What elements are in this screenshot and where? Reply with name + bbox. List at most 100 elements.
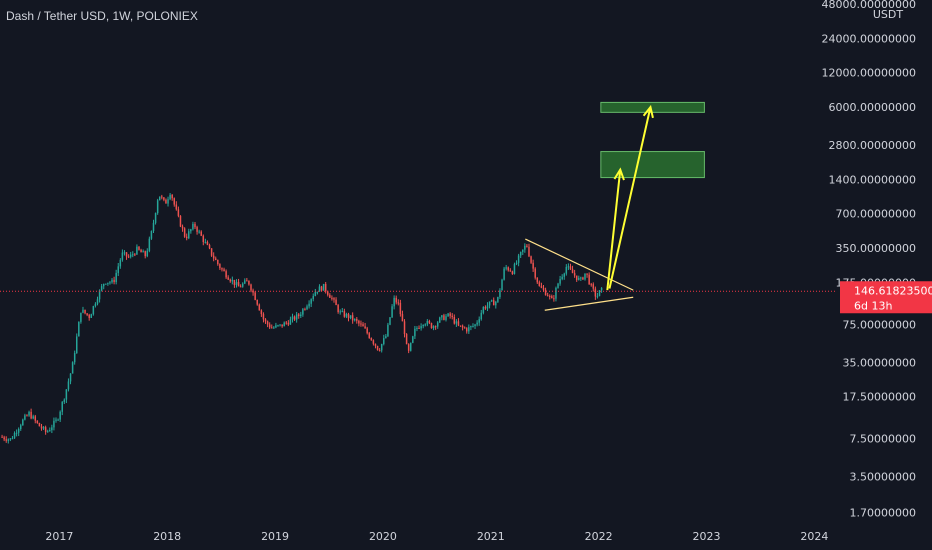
candle-body [59, 411, 61, 420]
time-axis[interactable]: 2017 2018 2019 2020 2021 2022 2023 2024 [0, 522, 932, 550]
candle [304, 307, 306, 311]
candle-body [291, 316, 294, 320]
candle-body [115, 272, 117, 283]
candle-body [202, 235, 205, 243]
candle [528, 243, 530, 258]
candle-body [314, 291, 317, 296]
candle-body [84, 309, 86, 314]
projection-arrow-2[interactable] [608, 104, 654, 289]
candle-body [362, 324, 364, 327]
candle-body [252, 290, 254, 293]
candle-body [11, 438, 14, 440]
candle [175, 201, 178, 211]
candle [28, 410, 30, 417]
triangle-lower-line[interactable] [544, 296, 634, 311]
candle [439, 316, 441, 323]
candle-body [127, 256, 130, 258]
candle [76, 333, 78, 354]
projection-arrow-1[interactable] [606, 167, 625, 291]
candle [30, 408, 32, 420]
candle [237, 278, 240, 287]
candle-body [480, 312, 483, 320]
current-price-value: 146.61823500 [854, 284, 932, 297]
candle-body [142, 251, 144, 253]
candle [196, 225, 198, 235]
candle [200, 230, 202, 237]
target-zone-2[interactable] [600, 101, 705, 113]
candle-body [156, 200, 159, 214]
candle-body [376, 345, 379, 351]
candle [273, 326, 275, 329]
candle-body [308, 303, 310, 307]
candle-body [571, 269, 574, 274]
candle-body [271, 327, 273, 329]
candle [393, 295, 395, 310]
candle-body [513, 264, 516, 274]
candle-body [300, 314, 302, 317]
candle [356, 317, 358, 324]
candle-body [273, 327, 275, 329]
candle [49, 427, 51, 432]
candle [592, 282, 595, 292]
candle-body [542, 287, 545, 290]
candle [38, 422, 41, 427]
candle-body [9, 438, 12, 440]
candle-body [82, 309, 84, 313]
candle-body [353, 318, 356, 321]
candle-body [370, 337, 373, 341]
candle-body [5, 439, 7, 441]
candle-body [237, 282, 240, 287]
candle-body [96, 299, 99, 304]
candle-body [343, 311, 346, 317]
candle [526, 243, 528, 248]
candle [248, 280, 250, 286]
candle-body [453, 316, 456, 324]
candle-body [117, 266, 119, 273]
candle-body [76, 336, 78, 354]
candle-body [190, 229, 192, 232]
candle [13, 431, 16, 439]
candle [113, 276, 115, 285]
target-zone-1[interactable] [600, 151, 705, 179]
candle-body [86, 313, 88, 315]
candle-body [553, 298, 555, 300]
candle-body [486, 305, 489, 309]
candle-body [293, 316, 296, 320]
price-tick-label: 7.50000000 [850, 433, 916, 446]
price-axis[interactable]: 48000.00000000 24000.00000000 12000.000000… [822, 0, 932, 550]
candle [374, 343, 377, 349]
candle [289, 316, 292, 325]
candle [378, 348, 381, 352]
candle [322, 283, 325, 291]
candle [457, 318, 460, 327]
triangle-upper-line[interactable] [525, 238, 634, 291]
candle [173, 197, 176, 207]
candle [403, 319, 406, 338]
candle-body [283, 322, 285, 327]
candle [441, 314, 443, 321]
candle-body [345, 313, 348, 317]
candle-body [322, 283, 325, 291]
candle-body [30, 411, 32, 419]
candle-body [262, 314, 265, 320]
candle [567, 263, 570, 271]
candle [125, 252, 128, 260]
candle-body [132, 254, 134, 256]
candle [275, 322, 277, 329]
candle [129, 251, 132, 259]
candle [194, 221, 196, 230]
candle [376, 345, 379, 351]
candle [544, 287, 547, 296]
candle-body [188, 231, 190, 239]
candle [509, 268, 512, 272]
candle-body [123, 252, 126, 254]
candle [345, 312, 348, 319]
candle [335, 297, 337, 306]
candle-body [15, 432, 18, 434]
candle-body [98, 290, 101, 300]
candle-body [306, 306, 308, 310]
candle [102, 283, 105, 290]
candle-body [449, 313, 451, 316]
